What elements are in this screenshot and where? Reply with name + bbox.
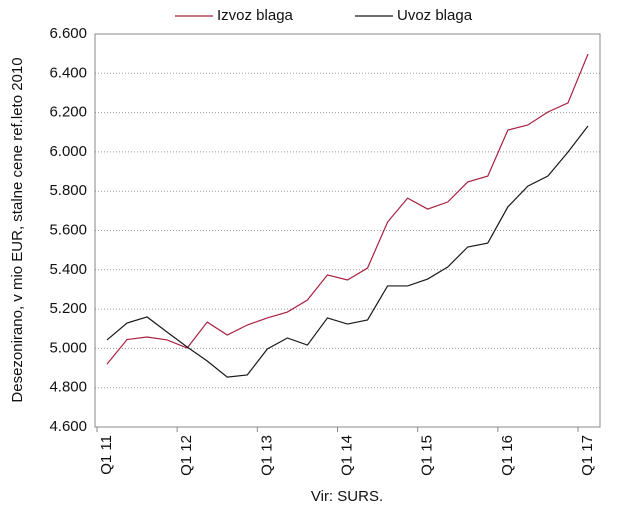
series-line: [106, 125, 589, 378]
x-tick-label: Q1 11: [98, 435, 115, 475]
legend-label: Izvoz blaga: [217, 7, 294, 24]
y-tick-label: 5.800: [49, 182, 87, 199]
x-tick-label: Q1 17: [579, 435, 596, 476]
y-tick-label: 6.400: [49, 64, 87, 81]
x-tick-label: Q1 14: [338, 435, 355, 476]
y-tick-label: 4.600: [49, 418, 87, 435]
y-tick-label: 6.000: [49, 143, 87, 160]
x-tick-label: Q1 16: [499, 435, 516, 476]
x-tick-label: Q1 12: [178, 435, 195, 476]
y-tick-label: 5.000: [49, 339, 87, 356]
y-axis-label: Desezonirano, v mio EUR, stalne cene ref…: [9, 57, 26, 402]
x-tick-label: Q1 13: [258, 435, 275, 476]
x-tick-label: Q1 15: [419, 435, 436, 476]
plot-frame: [94, 33, 601, 428]
y-tick-label: 5.600: [49, 221, 87, 238]
y-tick-label: 5.400: [49, 261, 87, 278]
y-tick-label: 6.600: [49, 25, 87, 42]
y-tick-label: 4.800: [49, 379, 87, 396]
source: Vir: SURS.: [311, 488, 383, 505]
y-tick-label: 5.200: [49, 300, 87, 317]
series-line: [106, 53, 589, 365]
legend-label: Uvoz blaga: [397, 7, 473, 24]
y-tick-label: 6.200: [49, 104, 87, 121]
